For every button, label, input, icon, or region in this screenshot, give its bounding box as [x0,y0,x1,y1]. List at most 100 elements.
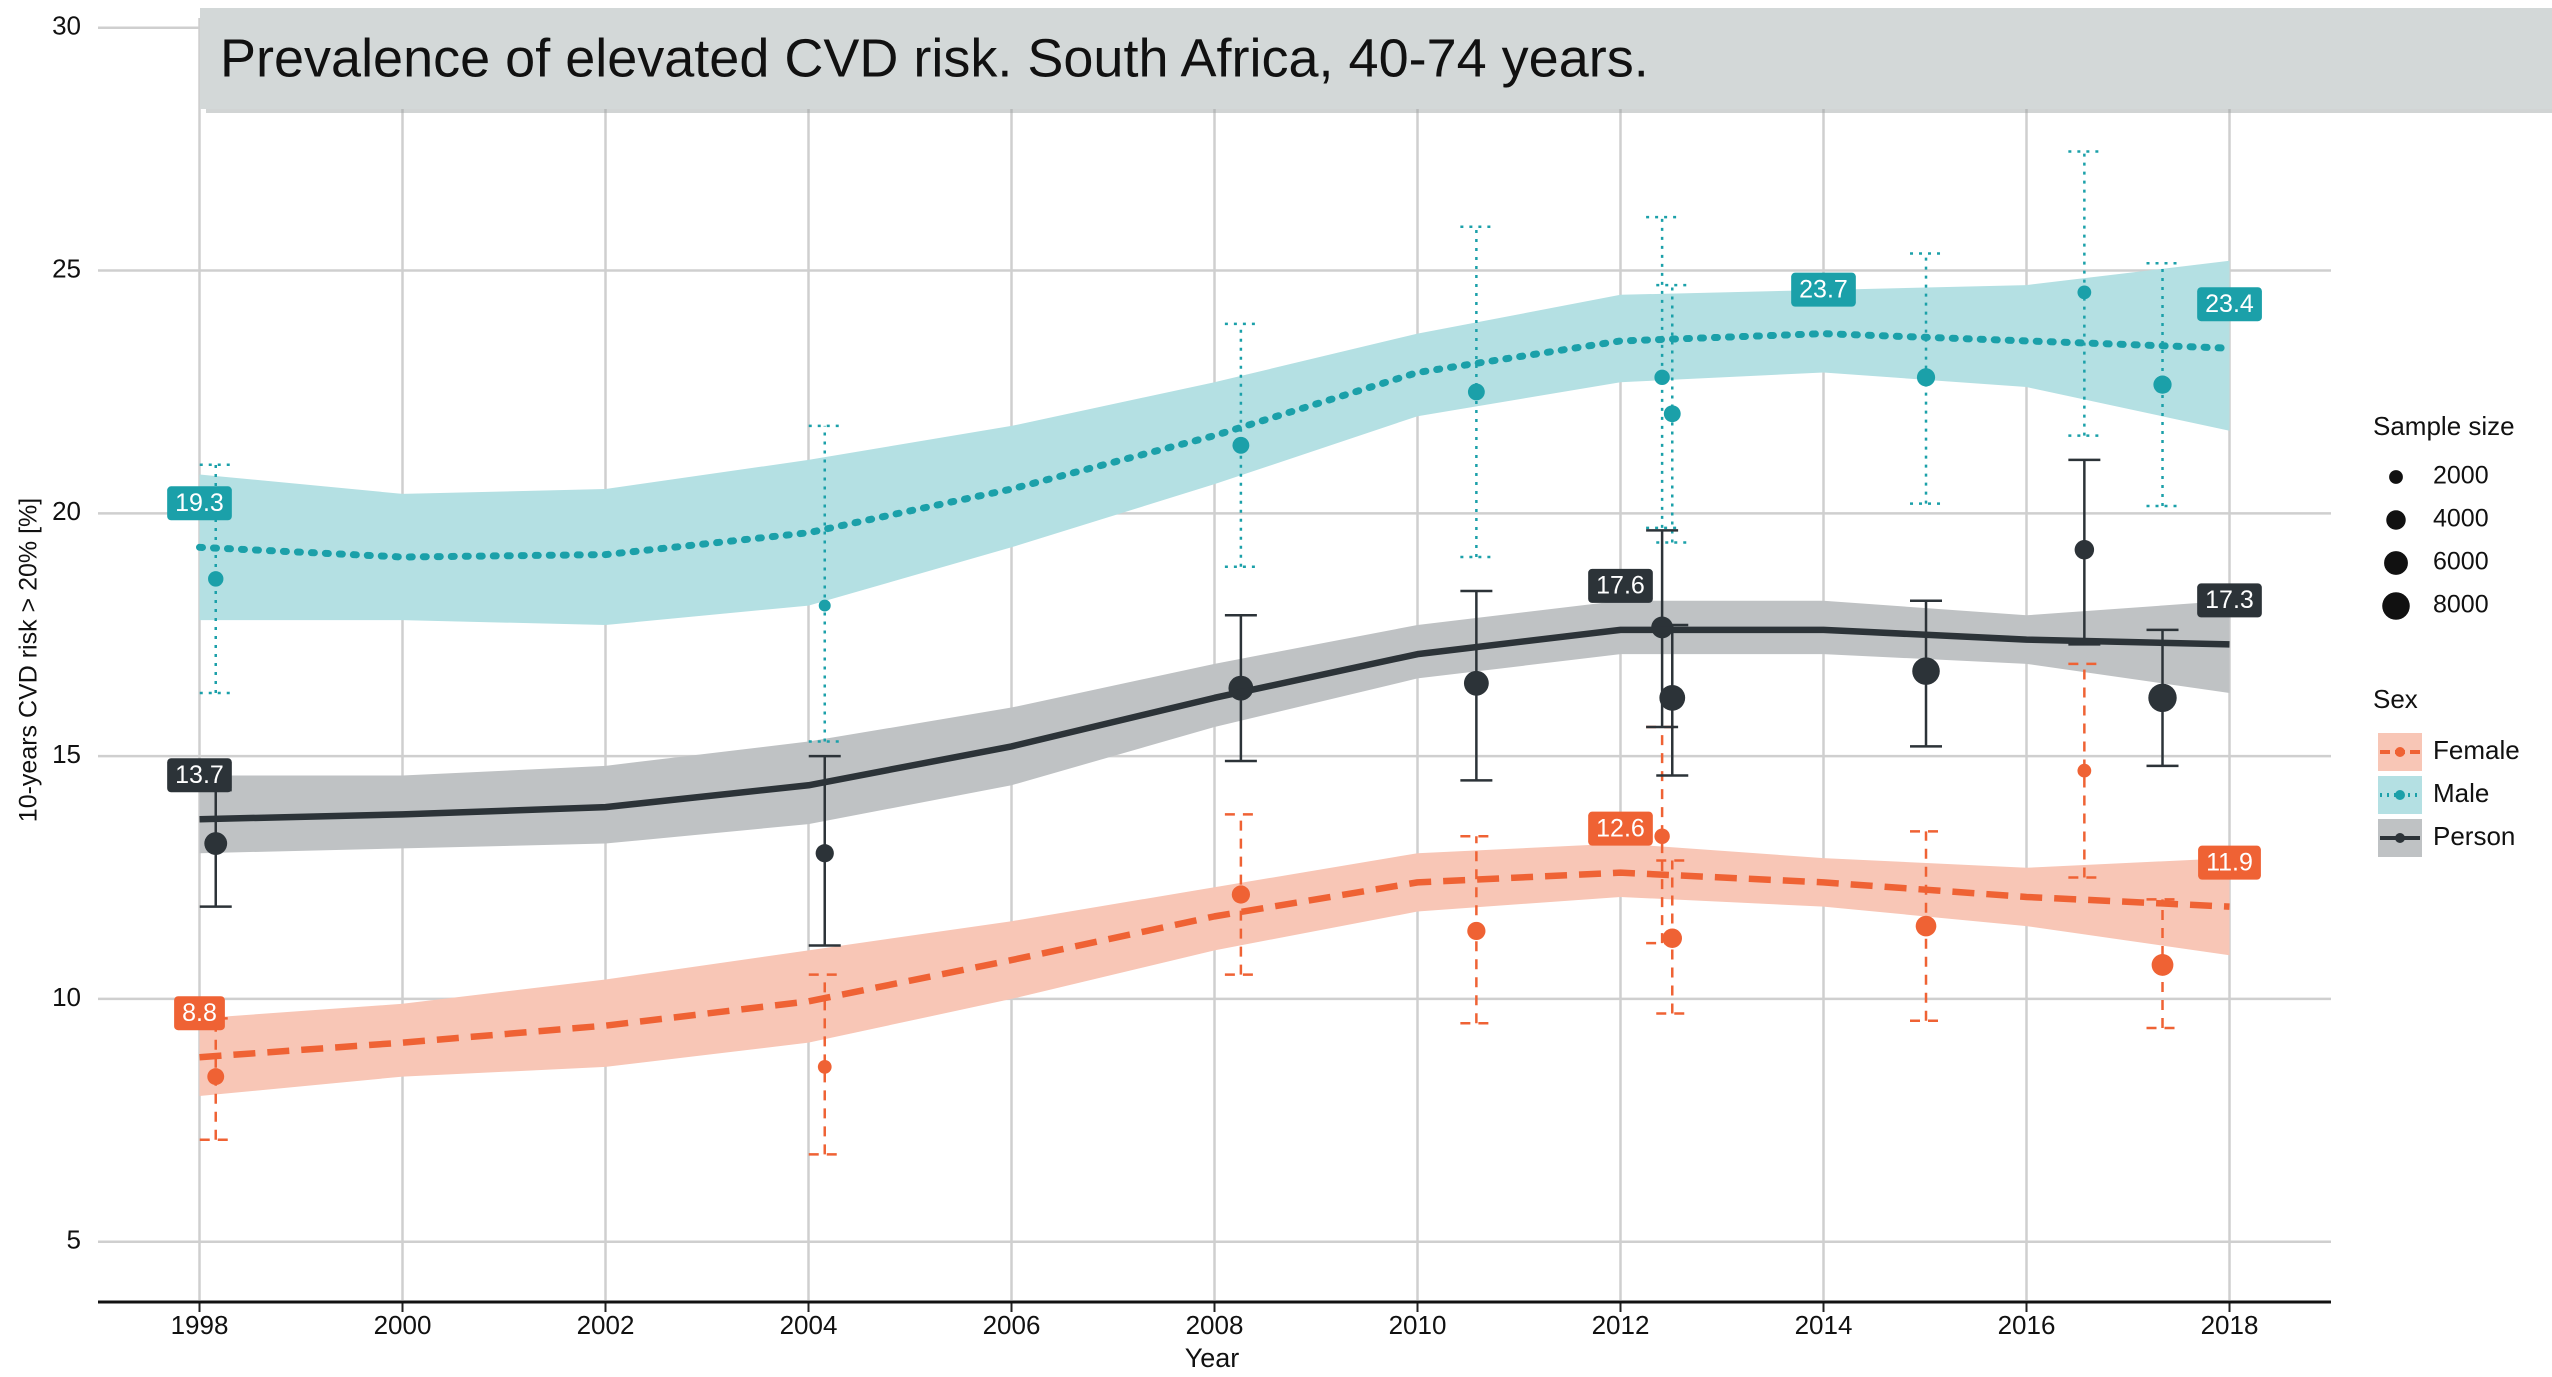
confidence-band [199,260,2230,626]
value-label-box [167,758,232,793]
survey-point [1463,670,1489,696]
error-bar [2146,261,2179,508]
survey-point [2077,763,2092,778]
y-tick-label: 15 [52,739,81,769]
y-tick-label: 5 [67,1225,81,1255]
value-label-box [1791,272,1856,307]
y-tick-label: 20 [52,496,81,526]
legend-label: Person [2433,821,2515,851]
survey-point [1467,383,1485,401]
x-tick-label: 2016 [1998,1310,2056,1340]
value-label-box [167,486,232,521]
value-label-text: 23.4 [2205,290,2254,318]
trend-line [196,330,2233,561]
confidence-band [199,843,2230,1097]
value-label: 12.6 [1588,811,1653,846]
y-tick-label: 10 [52,982,81,1012]
y-tick-label: 30 [52,11,81,41]
value-label-text: 17.6 [1596,571,1645,599]
survey-point [1467,921,1486,941]
trend-line [199,869,2230,1061]
value-label: 19.3 [167,486,232,521]
size-legend-label: 4000 [2433,505,2489,533]
legend-key-dot [2395,790,2405,800]
survey-point [817,1060,832,1074]
survey-point [1663,405,1681,423]
survey-point [2077,285,2092,300]
survey-point [1916,368,1936,387]
survey-point [1915,915,1937,937]
legend-label: Male [2433,778,2489,808]
value-label: 17.3 [2197,583,2262,618]
value-label: 23.7 [1791,272,1856,307]
x-tick-label: 2012 [1592,1310,1650,1340]
survey-point [208,571,224,587]
legend-label: Female [2433,735,2520,765]
legend-key-dot [2395,833,2405,843]
size-legend-dot [2382,592,2410,620]
x-tick-label: 2006 [983,1310,1041,1340]
value-label-text: 13.7 [175,761,224,789]
x-tick-label: 2018 [2201,1310,2259,1340]
value-label: 8.8 [174,996,225,1031]
value-label-box [1588,811,1653,846]
survey-point [1232,436,1250,454]
size-legend-label: 8000 [2433,591,2489,619]
value-label-text: 19.3 [175,489,224,517]
x-tick-label: 1998 [171,1310,229,1340]
survey-point [2148,683,2177,713]
x-tick-label: 2014 [1795,1310,1853,1340]
x-tick-label: 2004 [780,1310,838,1340]
value-label-box [2198,845,2261,880]
value-label-text: 17.3 [2205,586,2254,614]
size-legend-dot [2386,510,2406,530]
survey-point [1912,657,1940,685]
error-bar [1910,252,1943,505]
value-label-box [2197,287,2262,322]
survey-point [204,832,228,855]
size-legend-dot [2384,551,2408,575]
x-tick-label: 2002 [577,1310,635,1340]
survey-point [1659,684,1686,711]
value-label-box [174,996,225,1031]
legend-key-dot [2395,747,2405,757]
value-label: 17.6 [1588,568,1653,603]
error-bar [808,973,841,1156]
value-label: 13.7 [167,758,232,793]
survey-point [2074,539,2095,560]
title-box [200,8,2552,109]
error-bar [2068,662,2101,879]
y-tick-label: 25 [52,253,81,283]
confidence-band [199,600,2230,854]
error-bar [2068,150,2101,437]
survey-point [818,599,831,612]
error-bar [1460,225,1493,559]
size-legend-title: Sample size [2373,411,2515,441]
y-axis-label: 10-years CVD risk > 20% [%] [15,498,43,822]
x-axis-label: Year [1185,1343,1240,1373]
value-label-box [2197,583,2262,618]
chart-title: Prevalence of elevated CVD risk. South A… [220,28,1649,88]
x-tick-label: 2008 [1186,1310,1244,1340]
survey-point [2151,954,2174,976]
x-tick-label: 2000 [374,1310,432,1340]
trend-line [199,626,2230,823]
survey-point [1654,369,1670,386]
survey-point [815,844,834,863]
error-bar [808,424,841,743]
survey-point [2153,375,2172,394]
size-legend-dot [2389,470,2403,484]
size-legend-label: 2000 [2433,462,2489,490]
value-label-text: 12.6 [1596,814,1645,842]
value-label-text: 23.7 [1799,275,1848,303]
survey-point [1654,828,1670,844]
legend-title: Sex [2373,684,2418,714]
survey-point [207,1068,225,1086]
value-label: 11.9 [2198,845,2261,880]
value-label: 23.4 [2197,287,2262,322]
error-bar [2146,898,2179,1030]
value-label-box [1588,568,1653,603]
survey-point [1662,928,1683,948]
value-label-text: 8.8 [182,999,217,1027]
